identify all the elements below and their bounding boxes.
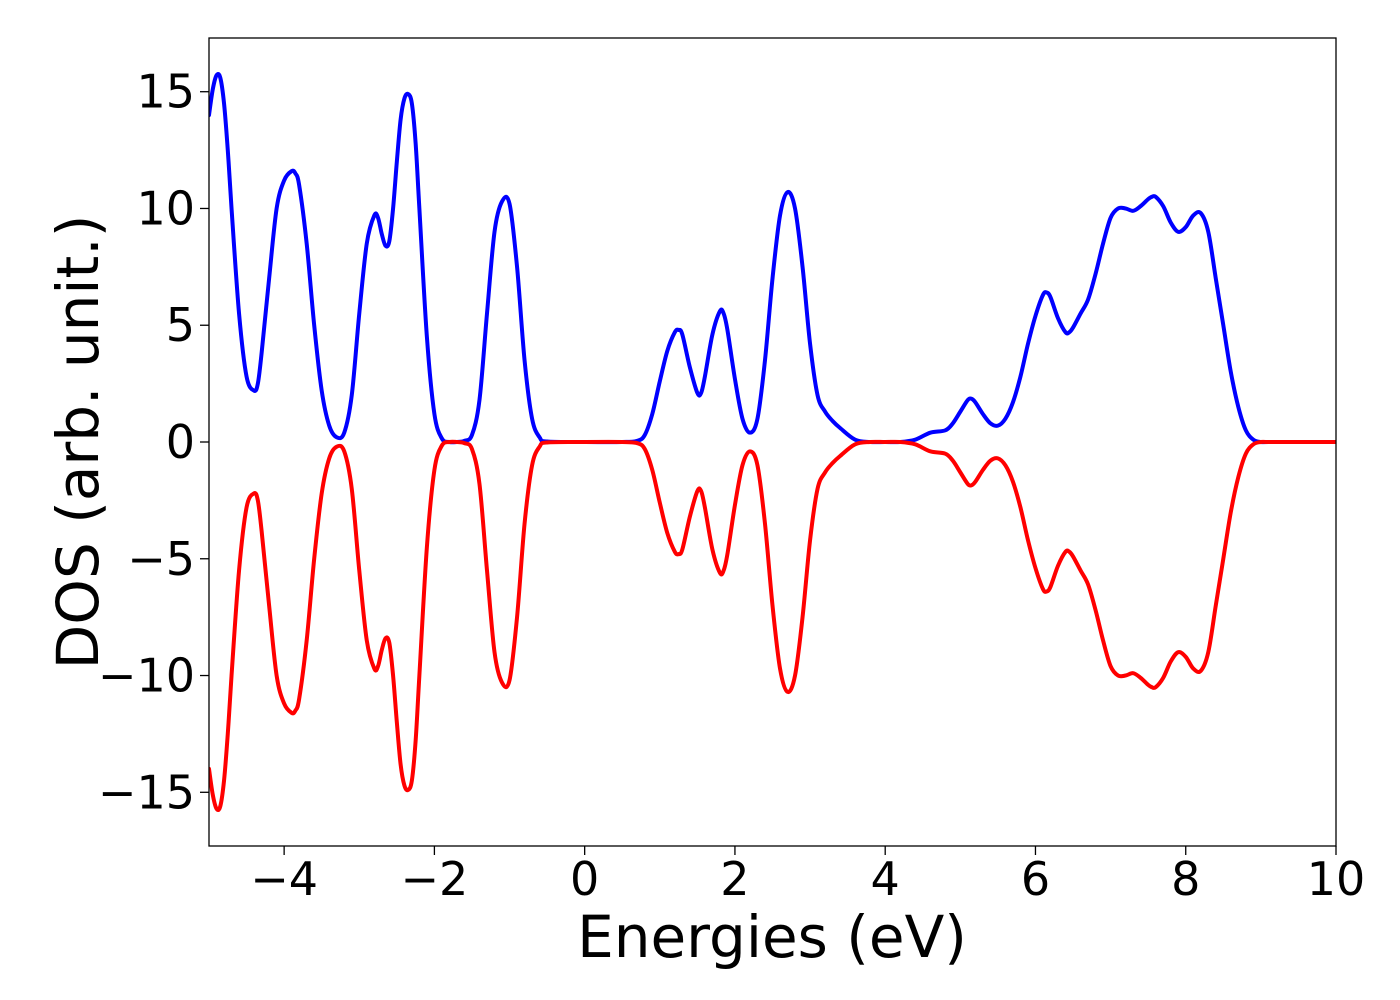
x-tick-label: −2 <box>400 852 468 906</box>
y-tick-label: 0 <box>166 415 195 469</box>
y-tick-label: −5 <box>127 532 195 586</box>
y-axis-title: DOS (arb. unit.) <box>44 215 112 670</box>
x-axis: −4 −2 0 2 4 6 8 10 <box>250 846 1365 906</box>
series-line-1 <box>209 72 1336 445</box>
x-tick-label: 10 <box>1307 852 1366 906</box>
y-tick-label: −10 <box>98 649 195 703</box>
x-tick-label: 2 <box>720 852 749 906</box>
plot-frame <box>208 37 1337 847</box>
x-tick-label: 0 <box>570 852 599 906</box>
y-tick-label: −15 <box>98 765 195 819</box>
y-tick-label: 10 <box>136 181 195 235</box>
x-axis-title: Energies (eV) <box>577 903 967 971</box>
y-tick-label: 5 <box>166 298 195 352</box>
x-tick-label: −4 <box>250 852 318 906</box>
x-tick-label: 4 <box>871 852 900 906</box>
x-tick-label: 6 <box>1021 852 1050 906</box>
series-layer <box>209 72 1336 812</box>
y-axis: 15 10 5 0 −5 −10 −15 <box>98 65 209 819</box>
y-tick-label: 15 <box>136 65 195 119</box>
x-tick-label: 8 <box>1171 852 1200 906</box>
series-line-2 <box>209 439 1336 812</box>
